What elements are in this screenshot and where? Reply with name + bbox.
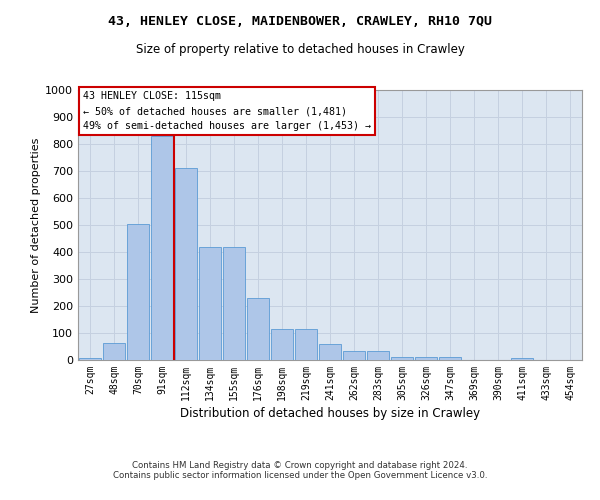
Bar	[415, 358, 437, 360]
Bar	[175, 168, 197, 360]
Bar	[271, 329, 293, 360]
Bar	[199, 247, 221, 360]
Bar	[103, 344, 125, 360]
Bar	[511, 358, 533, 360]
Bar	[343, 350, 365, 360]
Bar	[391, 357, 413, 360]
Y-axis label: Number of detached properties: Number of detached properties	[31, 138, 41, 312]
Bar	[247, 298, 269, 360]
Bar	[367, 350, 389, 360]
Text: Contains HM Land Registry data © Crown copyright and database right 2024.: Contains HM Land Registry data © Crown c…	[132, 461, 468, 470]
X-axis label: Distribution of detached houses by size in Crawley: Distribution of detached houses by size …	[180, 407, 480, 420]
Bar	[223, 247, 245, 360]
Bar	[439, 358, 461, 360]
Text: Size of property relative to detached houses in Crawley: Size of property relative to detached ho…	[136, 42, 464, 56]
Bar	[127, 224, 149, 360]
Text: 43 HENLEY CLOSE: 115sqm
← 50% of detached houses are smaller (1,481)
49% of semi: 43 HENLEY CLOSE: 115sqm ← 50% of detache…	[83, 92, 371, 131]
Text: 43, HENLEY CLOSE, MAIDENBOWER, CRAWLEY, RH10 7QU: 43, HENLEY CLOSE, MAIDENBOWER, CRAWLEY, …	[108, 15, 492, 28]
Bar	[295, 329, 317, 360]
Bar	[79, 358, 101, 360]
Text: Contains public sector information licensed under the Open Government Licence v3: Contains public sector information licen…	[113, 471, 487, 480]
Bar	[151, 136, 173, 360]
Bar	[319, 344, 341, 360]
